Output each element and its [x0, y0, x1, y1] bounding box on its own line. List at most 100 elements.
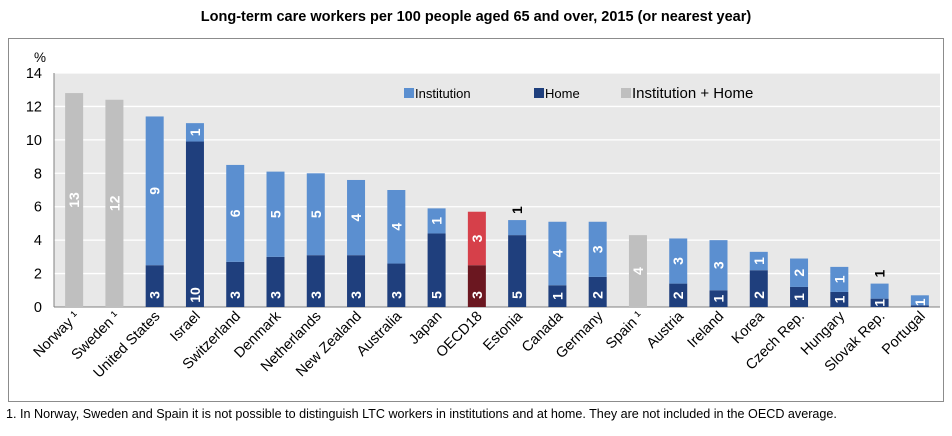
bar-value-label: 1 [187, 128, 203, 136]
bar-value-label: 3 [147, 291, 163, 299]
bar-value-label: 12 [106, 195, 122, 211]
x-tick-label: Korea [729, 308, 768, 347]
y-tick-label: 8 [34, 166, 42, 182]
bar-value-label: 1 [872, 299, 888, 307]
legend-swatch [621, 88, 631, 98]
bar-value-label: 13 [66, 192, 82, 208]
x-tick-label: Estonia [480, 308, 526, 354]
bar-home-segment [910, 305, 929, 307]
legend-label: Institution + Home [632, 85, 753, 102]
bar-value-label: 5 [429, 291, 445, 299]
bar-institution-segment [910, 295, 929, 306]
bar-combined [105, 99, 124, 307]
footnote: 1. In Norway, Sweden and Spain it is not… [6, 407, 837, 421]
bar-value-label: 3 [590, 245, 606, 253]
bar-institution-segment [145, 116, 164, 266]
bar-home-segment [145, 265, 164, 307]
chart-title: Long-term care workers per 100 people ag… [200, 9, 752, 25]
x-tick-label: Australia [354, 308, 406, 360]
bar-institution-segment [226, 164, 245, 262]
y-tick-label: 2 [34, 267, 42, 283]
bar-institution-segment [588, 221, 607, 277]
bar-value-label: 3 [711, 261, 727, 269]
y-tick-label: 14 [26, 66, 42, 82]
x-tick-label: Ireland [685, 309, 728, 352]
bar-value-label: 1 [429, 217, 445, 225]
y-tick-label: 0 [34, 300, 42, 316]
y-tick-label: 4 [34, 233, 42, 249]
x-tick-label: Portugal [879, 309, 929, 359]
bar-institution-segment [427, 208, 446, 234]
bar-institution-segment [347, 179, 366, 256]
bar-institution-segment [709, 240, 728, 291]
bar-value-label: 3 [469, 291, 485, 299]
bar-value-label: 4 [348, 213, 364, 221]
bar-value-label: 1 [831, 295, 847, 303]
bar-value-label: 3 [388, 291, 404, 299]
bar-value-label: 3 [227, 291, 243, 299]
bar-value-label: 1 [509, 206, 525, 214]
bar-value-label: 10 [187, 287, 203, 303]
x-tick-label: Spain ¹ [603, 308, 647, 352]
bar-home-segment [588, 276, 607, 307]
bar-value-label: 1 [831, 275, 847, 283]
x-tick-label: Japan [406, 309, 445, 348]
bar-institution-segment [830, 266, 849, 292]
bar-value-label: 4 [549, 249, 565, 257]
bar-institution-segment [548, 221, 567, 286]
bar-home-segment [427, 233, 446, 307]
bar-home-segment [669, 283, 688, 307]
bar-home-segment [830, 291, 849, 307]
bar-institution-segment [508, 220, 527, 236]
legend-swatch [534, 88, 544, 98]
bar-value-label: 3 [348, 291, 364, 299]
bar-value-label: 1 [711, 295, 727, 303]
bar-home-segment [306, 255, 325, 307]
bar-institution-segment [185, 123, 204, 142]
bar-value-label: 5 [509, 291, 525, 299]
bar-institution-segment [306, 173, 325, 256]
bar-institution-segment [266, 171, 285, 257]
bar-home-segment [709, 290, 728, 307]
bar-value-label: 1 [912, 298, 928, 306]
bar-value-label: 2 [791, 269, 807, 277]
bar-value-label: 6 [227, 209, 243, 217]
bar-home-segment [347, 255, 366, 307]
bar-home-segment [508, 235, 527, 307]
bar-value-label: 9 [147, 187, 163, 195]
bar-value-label: 1 [549, 292, 565, 300]
bar-institution-segment [749, 251, 768, 271]
bar-value-label: 4 [630, 267, 646, 275]
bar-value-label: 1 [791, 293, 807, 301]
bar-value-label: 2 [670, 291, 686, 299]
bar-home-segment [870, 298, 889, 307]
legend-label: Institution [415, 86, 471, 101]
y-axis-label: % [34, 50, 46, 65]
bar-value-label: 3 [469, 234, 485, 242]
bar-institution-segment [790, 258, 809, 287]
bar-value-label: 4 [388, 223, 404, 231]
bar-value-label: 1 [872, 269, 888, 277]
bar-value-label: 5 [268, 210, 284, 218]
bar-value-label: 2 [590, 291, 606, 299]
chart-frame: 0 2 4 6 8 10 12 14% 13 Norway ¹ 12 Sweden ¹ 9 3 United… [8, 38, 944, 402]
bar-value-label: 2 [751, 291, 767, 299]
bar-combined [65, 93, 84, 307]
bar-institution-segment [387, 190, 406, 264]
bar-home-segment [467, 265, 486, 307]
bar-value-label: 1 [751, 257, 767, 265]
bar-institution-segment [467, 211, 486, 266]
bar-home-segment [548, 285, 567, 307]
y-tick-label: 6 [34, 200, 42, 216]
bar-home-segment [266, 256, 285, 307]
bar-value-label: 3 [268, 291, 284, 299]
bar-value-label: 3 [670, 257, 686, 265]
bar-institution-segment [669, 238, 688, 284]
bar-home-segment [749, 270, 768, 307]
bar-home-segment [387, 263, 406, 307]
legend-swatch [404, 88, 414, 98]
bar-value-label: 3 [308, 291, 324, 299]
bar-home-segment [185, 141, 204, 307]
x-tick-label: Israel [167, 309, 203, 345]
